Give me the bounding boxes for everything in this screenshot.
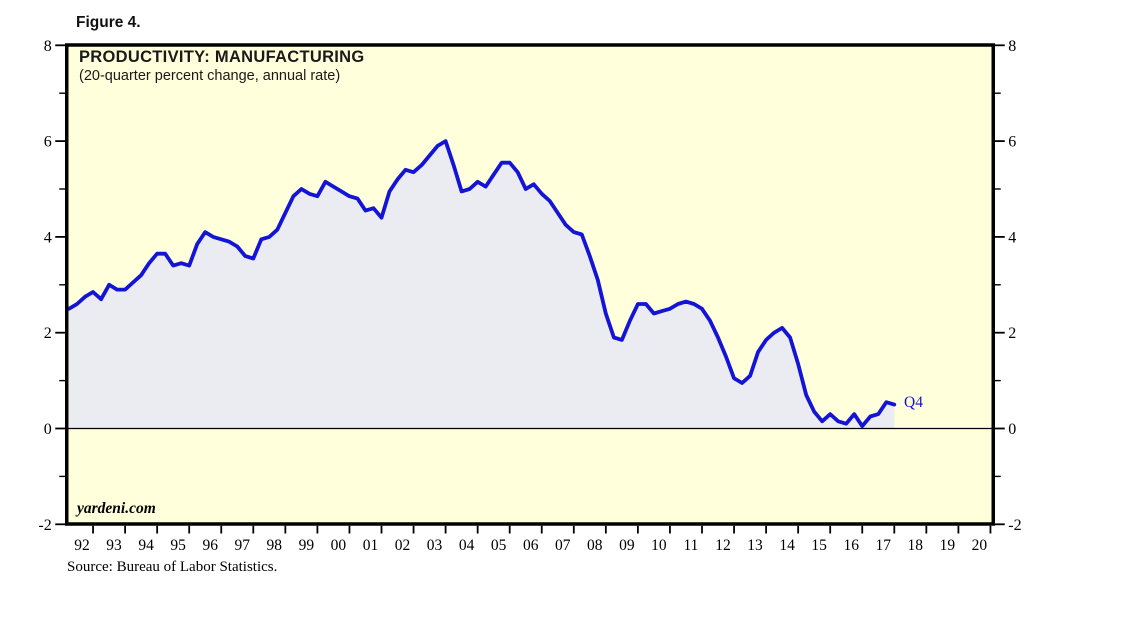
- svg-text:93: 93: [106, 537, 122, 554]
- svg-text:08: 08: [587, 537, 603, 554]
- svg-text:11: 11: [683, 537, 698, 554]
- svg-text:8: 8: [1008, 38, 1016, 55]
- svg-text:20: 20: [972, 537, 988, 554]
- svg-text:0: 0: [1008, 421, 1016, 438]
- y-axis-ticks: -2 -2 0 0 2 2 4 4 6 6 8 8: [38, 38, 1021, 534]
- svg-text:-2: -2: [38, 517, 51, 534]
- svg-text:96: 96: [202, 537, 218, 554]
- series-end-label: Q4: [904, 394, 923, 411]
- svg-text:0: 0: [44, 421, 52, 438]
- svg-text:-2: -2: [1008, 517, 1021, 534]
- svg-text:09: 09: [619, 537, 635, 554]
- svg-text:07: 07: [555, 537, 571, 554]
- area-fill: [69, 141, 895, 429]
- svg-text:95: 95: [170, 537, 186, 554]
- x-axis-ticks: 92 93 94 95 96 97 98 99 00 01 02 03 04 05 06 07 08 09 10 11…: [74, 525, 992, 554]
- svg-text:01: 01: [363, 537, 379, 554]
- svg-text:4: 4: [44, 229, 52, 246]
- svg-text:10: 10: [651, 537, 667, 554]
- svg-text:19: 19: [940, 537, 956, 554]
- figure-label: Figure 4.: [76, 14, 141, 31]
- svg-text:04: 04: [459, 537, 475, 554]
- svg-text:16: 16: [843, 537, 859, 554]
- svg-text:2: 2: [44, 325, 52, 342]
- svg-text:8: 8: [44, 38, 52, 55]
- svg-text:18: 18: [908, 537, 924, 554]
- svg-text:13: 13: [747, 537, 763, 554]
- svg-text:14: 14: [779, 537, 795, 554]
- svg-text:98: 98: [267, 537, 283, 554]
- svg-text:99: 99: [299, 537, 315, 554]
- chart-subtitle: (20-quarter percent change, annual rate): [79, 68, 341, 84]
- source-note: Source: Bureau of Labor Statistics.: [67, 559, 278, 575]
- svg-text:15: 15: [811, 537, 827, 554]
- plot-border: [65, 43, 995, 526]
- svg-text:00: 00: [331, 537, 347, 554]
- svg-text:4: 4: [1008, 229, 1016, 246]
- svg-text:2: 2: [1008, 325, 1016, 342]
- svg-text:92: 92: [74, 537, 90, 554]
- svg-text:05: 05: [491, 537, 507, 554]
- svg-text:06: 06: [523, 537, 539, 554]
- svg-text:6: 6: [1008, 134, 1016, 151]
- svg-text:02: 02: [395, 537, 411, 554]
- svg-text:97: 97: [235, 537, 251, 554]
- svg-text:12: 12: [715, 537, 731, 554]
- chart-title: PRODUCTIVITY: MANUFACTURING: [79, 48, 365, 66]
- svg-text:03: 03: [427, 537, 443, 554]
- svg-text:17: 17: [876, 537, 892, 554]
- svg-text:6: 6: [44, 134, 52, 151]
- watermark-yardeni: yardeni.com: [77, 500, 156, 517]
- data-line: [67, 139, 897, 429]
- svg-text:94: 94: [138, 537, 154, 554]
